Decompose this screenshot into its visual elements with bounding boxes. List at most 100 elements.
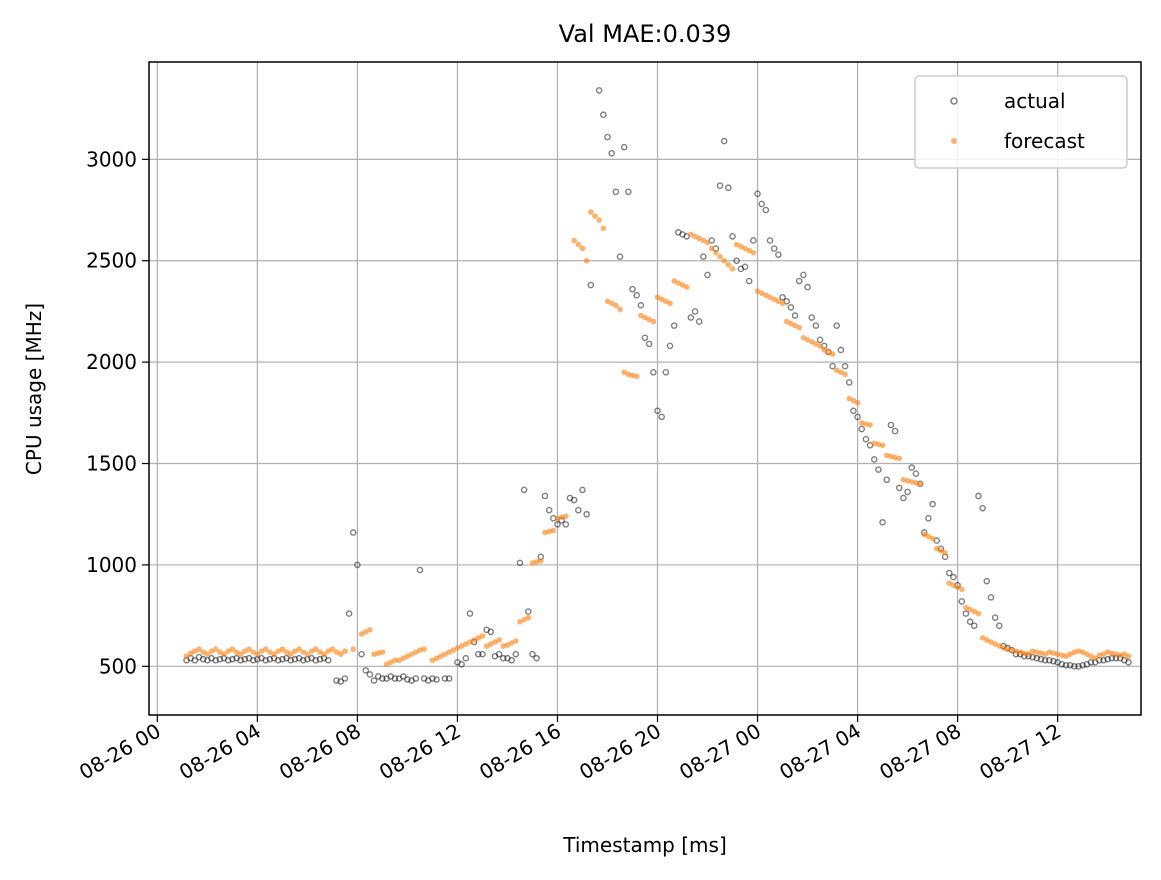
point-actual xyxy=(287,656,295,664)
point-actual xyxy=(341,675,349,682)
point-forecast xyxy=(450,647,457,653)
point-forecast xyxy=(979,635,986,641)
point-actual xyxy=(887,421,895,429)
point-forecast xyxy=(821,347,828,353)
point-forecast xyxy=(442,651,448,657)
point-forecast xyxy=(688,231,694,238)
point-forecast xyxy=(192,648,198,654)
point-actual xyxy=(845,379,853,386)
point-actual xyxy=(862,435,870,443)
point-forecast xyxy=(396,657,402,664)
point-forecast xyxy=(854,399,861,406)
point-actual xyxy=(775,251,782,258)
point-forecast xyxy=(1121,651,1128,657)
point-actual xyxy=(562,521,570,528)
point-actual xyxy=(620,143,628,151)
point-actual xyxy=(629,285,636,293)
point-forecast xyxy=(462,641,469,647)
point-actual xyxy=(516,559,524,567)
point-forecast xyxy=(938,547,944,554)
series-forecast xyxy=(183,209,1132,668)
point-forecast xyxy=(329,646,336,652)
point-actual xyxy=(800,271,807,279)
point-forecast xyxy=(337,651,344,657)
point-forecast xyxy=(692,233,698,240)
point-actual xyxy=(358,650,365,658)
point-actual xyxy=(212,656,219,664)
point-actual xyxy=(1037,655,1045,663)
legend-box xyxy=(914,75,1128,169)
point-forecast xyxy=(267,649,273,655)
point-forecast xyxy=(604,298,611,305)
point-forecast xyxy=(471,637,477,643)
point-forecast xyxy=(325,648,332,654)
point-forecast xyxy=(1100,651,1107,657)
point-forecast xyxy=(842,371,848,378)
point-actual xyxy=(520,486,528,494)
point-actual xyxy=(279,655,286,663)
point-forecast xyxy=(358,631,365,637)
point-forecast xyxy=(321,651,327,657)
point-forecast xyxy=(633,373,640,380)
point-actual xyxy=(495,650,503,658)
point-forecast xyxy=(1092,655,1098,662)
point-forecast xyxy=(242,648,248,654)
point-forecast xyxy=(775,298,782,305)
point-forecast xyxy=(725,261,732,268)
point-forecast xyxy=(667,300,673,307)
point-forecast xyxy=(308,648,315,654)
grid xyxy=(149,62,1141,715)
point-forecast xyxy=(212,646,219,652)
point-forecast xyxy=(658,296,665,303)
point-actual xyxy=(541,492,549,500)
point-forecast xyxy=(521,616,527,623)
data-points xyxy=(183,87,1132,685)
point-forecast xyxy=(225,648,231,654)
point-forecast xyxy=(258,648,265,654)
point-actual xyxy=(850,407,857,415)
point-actual xyxy=(524,608,532,615)
point-actual xyxy=(1050,657,1057,665)
point-forecast xyxy=(563,513,569,520)
point-forecast xyxy=(983,637,990,643)
point-actual xyxy=(691,308,699,315)
point-actual xyxy=(1125,658,1132,666)
point-actual xyxy=(754,190,761,198)
point-actual xyxy=(858,425,866,433)
point-forecast xyxy=(804,337,811,343)
y-axis-ticks: 500 1000 1500 2000 2500 3000 xyxy=(86,147,149,678)
point-forecast xyxy=(1063,653,1069,659)
point-actual xyxy=(462,654,470,662)
point-forecast xyxy=(1025,651,1032,657)
point-forecast xyxy=(592,213,598,219)
point-forecast xyxy=(1084,651,1090,657)
point-actual xyxy=(262,656,270,664)
point-forecast xyxy=(183,653,190,659)
point-actual xyxy=(533,654,540,662)
point-forecast xyxy=(963,604,969,611)
point-actual xyxy=(908,464,916,471)
point-actual xyxy=(795,277,803,285)
point-actual xyxy=(666,342,674,350)
point-actual xyxy=(1104,655,1111,663)
point-actual xyxy=(1058,661,1066,668)
point-actual xyxy=(741,263,749,271)
point-forecast xyxy=(846,395,853,402)
point-forecast xyxy=(696,235,702,242)
point-forecast xyxy=(925,533,932,540)
point-actual xyxy=(837,346,845,354)
point-forecast xyxy=(275,648,282,654)
point-actual xyxy=(750,237,757,244)
point-actual xyxy=(787,304,795,311)
point-forecast xyxy=(683,284,690,290)
point-forecast xyxy=(317,649,323,655)
point-actual xyxy=(370,677,378,684)
point-forecast xyxy=(646,316,652,323)
point-forecast xyxy=(950,582,957,589)
point-actual xyxy=(770,245,778,252)
point-actual xyxy=(512,650,520,658)
point-forecast xyxy=(642,314,648,321)
point-actual xyxy=(895,484,903,492)
point-forecast xyxy=(479,633,486,639)
